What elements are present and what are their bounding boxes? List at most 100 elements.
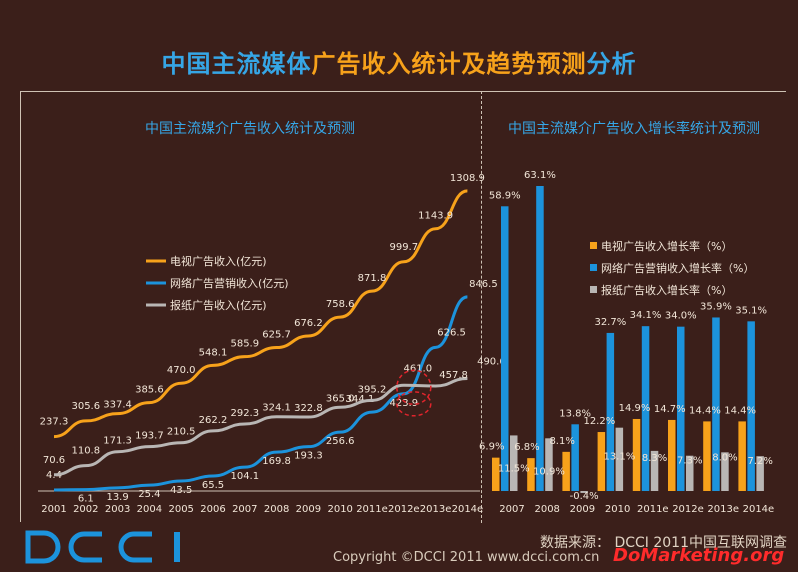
line-label-s1-10: 344.1 (346, 394, 375, 405)
line-label-s2-6: 292.3 (230, 408, 259, 419)
bar-s2-1 (545, 438, 553, 491)
bar-x-tick-label-2: 2009 (570, 504, 595, 515)
line-x-tick-label-8: 2009 (296, 504, 321, 515)
line-label-s0-8: 676.2 (294, 318, 323, 329)
line-series-0 (53, 189, 468, 439)
bar-s2-5 (686, 455, 694, 491)
line-label-s2-11: 461.0 (403, 363, 432, 374)
bar-label-s0-0: 6.9% (479, 442, 504, 453)
line-label-s1-7: 169.8 (262, 456, 291, 467)
line-label-s0-11: 999.7 (389, 242, 418, 253)
line-label-s1-1: 6.1 (78, 494, 94, 505)
line-label-s2-9: 365.0 (326, 393, 355, 404)
line-label-s0-3: 385.6 (135, 385, 164, 396)
bar-s2-3 (615, 427, 624, 491)
dcci-logo-graphic (25, 530, 180, 564)
watermark: DoMarketing.org (613, 545, 785, 566)
bar-label-s1-1: 63.1% (524, 170, 556, 181)
bar-s1-3 (606, 332, 615, 491)
line-x-tick-label-6: 2007 (232, 504, 257, 515)
bar-s1-6 (712, 317, 720, 491)
line-x-tick-label-12: 2013e (420, 504, 452, 515)
bar-label-s1-7: 35.1% (735, 305, 767, 316)
bar-s2-7 (756, 456, 764, 491)
right-chart-title: 中国主流媒介广告收入增长率统计及预测 (508, 121, 760, 137)
bar-label-s0-5: 14.7% (654, 404, 686, 415)
bar-label-s2-7: 7.2% (747, 456, 772, 467)
line-label-s1-8: 193.3 (294, 451, 323, 462)
bar-legend-label-1: 网络广告营销收入增长率（%） (601, 261, 754, 275)
bar-label-s2-6: 8.0% (712, 452, 737, 463)
bar-legend-label-0: 电视广告收入增长率（%） (601, 239, 732, 253)
line-label-s0-10: 871.8 (358, 273, 387, 284)
line-label-s0-4: 470.0 (167, 365, 196, 376)
line-label-s1-11: 423.9 (389, 398, 418, 409)
line-label-s0-5: 548.1 (199, 347, 228, 358)
data-source: 数据来源： DCCI 2011中国互联网调查 (540, 535, 787, 551)
line-label-s1-3: 25.4 (138, 489, 160, 500)
bar-x-tick-label-6: 2013e (707, 504, 739, 515)
line-x-tick-label-10: 2011e (356, 504, 388, 515)
bar-x-tick-label-1: 2008 (534, 504, 559, 515)
line-legend-label-0: 电视广告收入(亿元) (170, 254, 267, 268)
highlight-circle-internet (396, 391, 432, 417)
line-label-s0-2: 337.4 (103, 400, 132, 411)
bar-label-s2-4: 8.3% (642, 453, 667, 464)
line-label-s1-5: 65.5 (202, 480, 224, 491)
bar-legend-swatch-2 (590, 286, 597, 293)
line-label-s0-0: 237.3 (40, 417, 69, 428)
line-label-s0-9: 758.6 (326, 299, 355, 310)
line-label-s2-12: 457.8 (439, 370, 468, 381)
line-label-s2-10: 395.2 (358, 384, 387, 395)
bar-s1-2 (571, 424, 579, 491)
title-part-1: 中国主流媒体 (161, 50, 312, 78)
line-label-s1-6: 104.1 (230, 471, 259, 482)
line-legend-label-1: 网络广告营销收入(亿元) (170, 276, 289, 290)
line-label-s2-1: 110.8 (71, 446, 100, 457)
line-legend-label-2: 报纸广告收入(亿元) (170, 298, 267, 312)
line-label-s2-3: 193.7 (135, 431, 164, 442)
bar-label-s1-0: 58.9% (489, 190, 521, 201)
bar-s1-4 (641, 326, 650, 491)
copyright: Copyright ©DCCI 2011 www.dcci.com.cn (333, 550, 600, 565)
bar-label-s1-3: 32.7% (594, 317, 626, 328)
line-label-s0-6: 585.9 (230, 339, 259, 350)
dcci-logo (24, 530, 194, 568)
line-x-tick-label-0: 2001 (41, 504, 66, 515)
bar-label-s1-6: 35.9% (700, 301, 732, 312)
bar-label-s0-4: 14.9% (619, 403, 651, 414)
title-part-2: 广告收入统计及趋势预测 (311, 50, 587, 78)
bar-label-s0-2: 8.1% (549, 436, 574, 447)
bar-s2-2 (580, 491, 588, 493)
bar-label-s2-5: 7.3% (677, 456, 702, 467)
line-label-s2-5: 262.2 (199, 415, 228, 426)
bar-s0-5 (668, 419, 676, 491)
bar-label-s2-1: 10.9% (533, 466, 565, 477)
bar-label-s0-6: 14.4% (689, 405, 721, 416)
line-x-tick-label-11: 2012e (388, 504, 420, 515)
line-label-s1-13: 846.5 (469, 279, 498, 290)
bar-x-tick-label-3: 2010 (605, 504, 630, 515)
chart-frame (20, 91, 786, 522)
bar-s2-6 (721, 452, 729, 491)
bar-label-s1-4: 34.1% (630, 310, 662, 321)
line-label-s1-2: 13.9 (106, 492, 128, 503)
line-label-s1-4: 43.5 (170, 485, 192, 496)
line-x-tick-label-1: 2002 (73, 504, 98, 515)
line-label-s2-2: 171.3 (103, 436, 132, 447)
line-label-s2-13: 490.6 (477, 357, 506, 368)
line-x-tick-label-5: 2006 (200, 504, 225, 515)
bar-s0-6 (703, 421, 711, 491)
line-label-s2-0: 70.6 (43, 455, 65, 466)
bar-s0-0 (492, 457, 500, 491)
line-x-tick-label-7: 2008 (264, 504, 289, 515)
bar-x-tick-label-0: 2007 (499, 504, 524, 515)
bar-label-s0-1: 6.8% (514, 442, 539, 453)
line-x-tick-label-3: 2004 (137, 504, 162, 515)
line-x-tick-label-9: 2010 (327, 504, 352, 515)
bar-s1-7 (747, 321, 755, 491)
bar-label-s2-3: 13.1% (603, 452, 635, 463)
line-label-s1-9: 256.6 (326, 436, 355, 447)
line-x-tick-label-2: 2003 (105, 504, 130, 515)
